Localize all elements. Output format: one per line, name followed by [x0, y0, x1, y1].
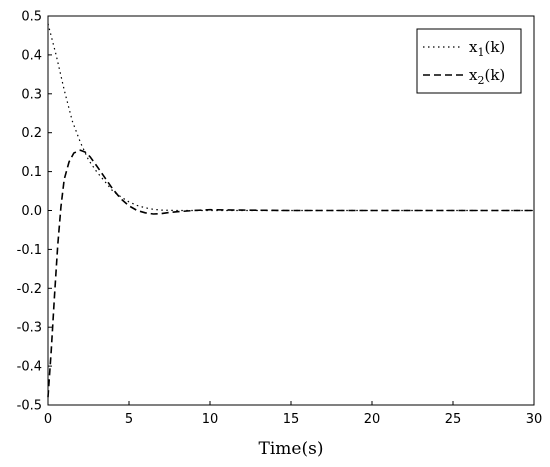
legend-x1-subscript: 1 [477, 46, 484, 59]
x-tick-label: 25 [445, 412, 462, 427]
series-line-1 [47, 23, 534, 212]
legend-x1-tail: (k) [484, 38, 505, 56]
x-tick-label: 0 [44, 412, 52, 427]
y-tick-label: 0.0 [21, 204, 42, 219]
y-tick-label: 0.1 [21, 165, 42, 180]
y-tick-label: -0.3 [17, 321, 42, 336]
legend-x2-main: x [469, 66, 478, 84]
y-tick-label: 0.5 [21, 10, 42, 25]
x-tick-label: 30 [526, 412, 543, 427]
legend-x2-subscript: 2 [477, 74, 484, 87]
legend-box [416, 28, 522, 94]
series-lines [47, 23, 534, 398]
x-tick-label: 20 [364, 412, 381, 427]
y-tick-label: -0.4 [17, 360, 42, 375]
y-tick-label: -0.5 [17, 399, 42, 414]
x-axis-title: Time(s) [259, 439, 324, 459]
y-axis: 0.5 0.4 0.3 0.2 0.1 0.0 -0.1 -0.2 -0.3 -0.4 -0.5 [17, 10, 52, 414]
y-tick-label: 0.4 [21, 48, 42, 63]
y-tick-label: 0.2 [21, 126, 42, 141]
legend-entry-x2: x2(k) [469, 66, 505, 87]
series-line-2 [47, 149, 534, 398]
y-tick-label: -0.1 [17, 243, 42, 258]
x-tick-label: 5 [125, 412, 133, 427]
x-tick-label: 15 [283, 412, 300, 427]
legend-entry-x1: x1(k) [469, 38, 505, 59]
x-axis: 0 5 10 15 20 25 30 [44, 401, 542, 427]
y-tick-label: -0.2 [17, 282, 42, 297]
legend: x1(k) x2(k) [416, 28, 522, 94]
legend-x2-tail: (k) [484, 66, 505, 84]
legend-x1-main: x [469, 38, 478, 56]
x-tick-label: 10 [202, 412, 219, 427]
y-tick-label: 0.3 [21, 87, 42, 102]
